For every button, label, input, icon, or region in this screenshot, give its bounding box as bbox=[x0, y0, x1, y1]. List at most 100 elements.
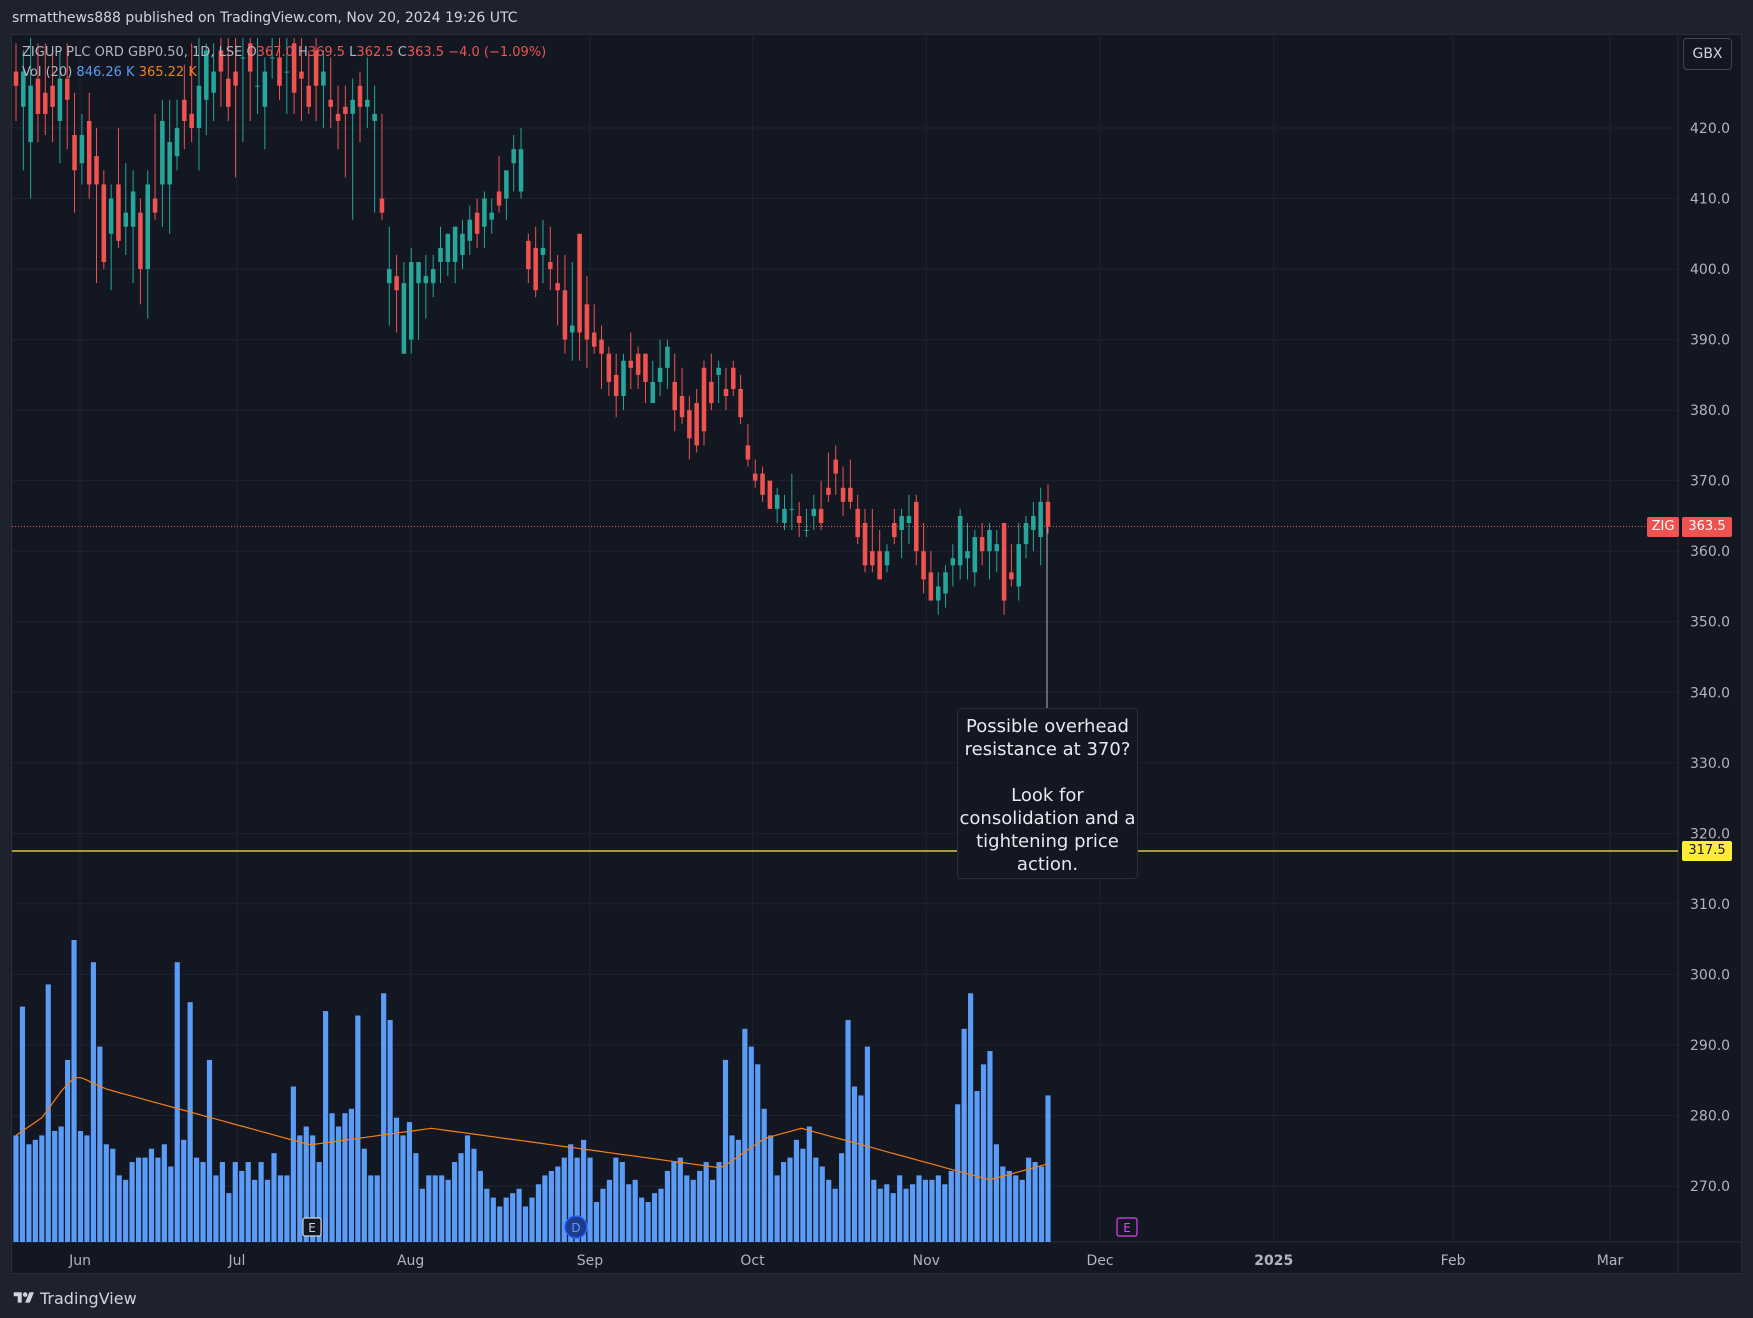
legend-open-label: O bbox=[246, 45, 257, 60]
volume-bar bbox=[832, 1188, 838, 1242]
earnings-event-marker bbox=[302, 1217, 322, 1237]
volume-bar bbox=[1045, 1095, 1051, 1242]
volume-bar bbox=[168, 1166, 174, 1242]
candle-body bbox=[394, 276, 399, 291]
volume-bar bbox=[464, 1135, 471, 1242]
volume-bar bbox=[845, 1019, 851, 1242]
legend-volume-label[interactable]: Vol (20) bbox=[22, 65, 73, 80]
publish-info: srmatthews888 published on TradingView.c… bbox=[12, 10, 518, 26]
candle-body bbox=[862, 522, 868, 566]
candle-body bbox=[218, 50, 224, 72]
candle-body bbox=[752, 473, 758, 481]
candle-body bbox=[196, 85, 202, 128]
candle-body bbox=[145, 184, 151, 270]
brand-footer[interactable]: TradingView bbox=[12, 1286, 137, 1310]
candle-body bbox=[233, 71, 238, 86]
volume-bar bbox=[813, 1157, 819, 1242]
volume-bar bbox=[135, 1157, 142, 1242]
volume-bar bbox=[516, 1188, 522, 1242]
volume-bar bbox=[374, 1175, 380, 1242]
horizontal-level-tag: 317.5 bbox=[1682, 841, 1732, 861]
volume-bar bbox=[697, 1170, 703, 1242]
candle-body bbox=[562, 290, 568, 340]
volume-bar bbox=[445, 1179, 451, 1242]
chart-legend: ZIGUP PLC ORD GBP0.50, 1D, LSE O367.0 H3… bbox=[22, 43, 546, 83]
volume-bar bbox=[826, 1179, 832, 1242]
candle-body bbox=[350, 99, 355, 114]
candle-body bbox=[965, 551, 970, 559]
volume-bar bbox=[1000, 1166, 1006, 1242]
volume-bar bbox=[271, 1153, 277, 1242]
candle-body bbox=[665, 346, 670, 368]
candle-body bbox=[474, 212, 480, 234]
candle-body bbox=[957, 515, 963, 566]
legend-symbol[interactable]: ZIGUP PLC ORD GBP0.50, 1D, LSE bbox=[22, 45, 243, 60]
volume-bar bbox=[497, 1206, 503, 1242]
volume-bar bbox=[381, 993, 387, 1242]
volume-bar bbox=[471, 1148, 477, 1242]
volume-bar bbox=[819, 1166, 825, 1242]
candle-body bbox=[635, 353, 641, 375]
volume-bar bbox=[252, 1179, 258, 1242]
candle-body bbox=[913, 501, 919, 552]
volume-bar bbox=[484, 1188, 490, 1242]
volume-bar bbox=[916, 1175, 922, 1242]
candle-body bbox=[599, 339, 604, 354]
currency-button[interactable]: GBX bbox=[1683, 38, 1732, 70]
volume-bar bbox=[935, 1175, 941, 1242]
volume-bar bbox=[110, 1148, 116, 1242]
volume-bar bbox=[503, 1197, 509, 1242]
brand-name: TradingView bbox=[40, 1288, 137, 1308]
volume-bar bbox=[181, 1139, 187, 1242]
candle-body bbox=[189, 113, 194, 128]
volume-bar bbox=[52, 1130, 58, 1242]
volume-bar bbox=[587, 1157, 593, 1242]
legend-change: −4.0 (−1.09%) bbox=[448, 45, 547, 60]
volume-bar bbox=[77, 1130, 84, 1242]
candle-body bbox=[884, 551, 890, 566]
volume-bar bbox=[742, 1028, 748, 1242]
volume-bar bbox=[1038, 1166, 1045, 1242]
candle-body bbox=[1016, 544, 1021, 587]
volume-bar bbox=[393, 1117, 400, 1242]
candle-body bbox=[928, 572, 934, 601]
candle-body bbox=[994, 544, 1000, 552]
volume-bar bbox=[200, 1162, 206, 1242]
volume-bar bbox=[290, 1086, 296, 1242]
legend-high-label: H bbox=[298, 45, 308, 60]
candle-body bbox=[526, 240, 531, 270]
volume-bar bbox=[651, 1193, 658, 1242]
volume-bar bbox=[510, 1193, 516, 1242]
volume-bar bbox=[1006, 1170, 1012, 1242]
x-axis-tick-label: Mar bbox=[1597, 1253, 1624, 1269]
dividend-event-marker bbox=[564, 1215, 588, 1239]
legend-ohlc-row: ZIGUP PLC ORD GBP0.50, 1D, LSE O367.0 H3… bbox=[22, 43, 546, 63]
candle-body bbox=[240, 57, 246, 59]
candle-body bbox=[108, 198, 114, 234]
candle-body bbox=[321, 71, 326, 86]
y-axis-tick-label: 400.0 bbox=[1690, 262, 1730, 278]
candle-body bbox=[511, 149, 516, 164]
candle-body bbox=[1009, 572, 1014, 580]
volume-bar bbox=[316, 1162, 322, 1242]
y-axis-tick-label: 390.0 bbox=[1690, 333, 1730, 349]
volume-bar bbox=[123, 1179, 129, 1242]
candle-body bbox=[343, 106, 348, 114]
candle-body bbox=[621, 360, 626, 397]
candle-body bbox=[979, 537, 985, 552]
volume-bar bbox=[942, 1184, 948, 1242]
volume-bar bbox=[1013, 1175, 1019, 1242]
volume-bar bbox=[980, 1064, 987, 1242]
tradingview-logo-icon bbox=[13, 1292, 34, 1303]
legend-close-label: C bbox=[397, 45, 407, 60]
candle-body bbox=[782, 508, 787, 523]
volume-bar bbox=[19, 1006, 26, 1242]
y-axis-tick-label: 330.0 bbox=[1690, 756, 1730, 772]
volume-bar bbox=[529, 1197, 535, 1242]
text-annotation[interactable]: Possible overhead resistance at 370? Loo… bbox=[957, 708, 1138, 879]
candle-body bbox=[21, 71, 26, 107]
volume-bar bbox=[71, 940, 77, 1242]
volume-bar bbox=[258, 1162, 264, 1242]
candle-body bbox=[1045, 501, 1051, 527]
